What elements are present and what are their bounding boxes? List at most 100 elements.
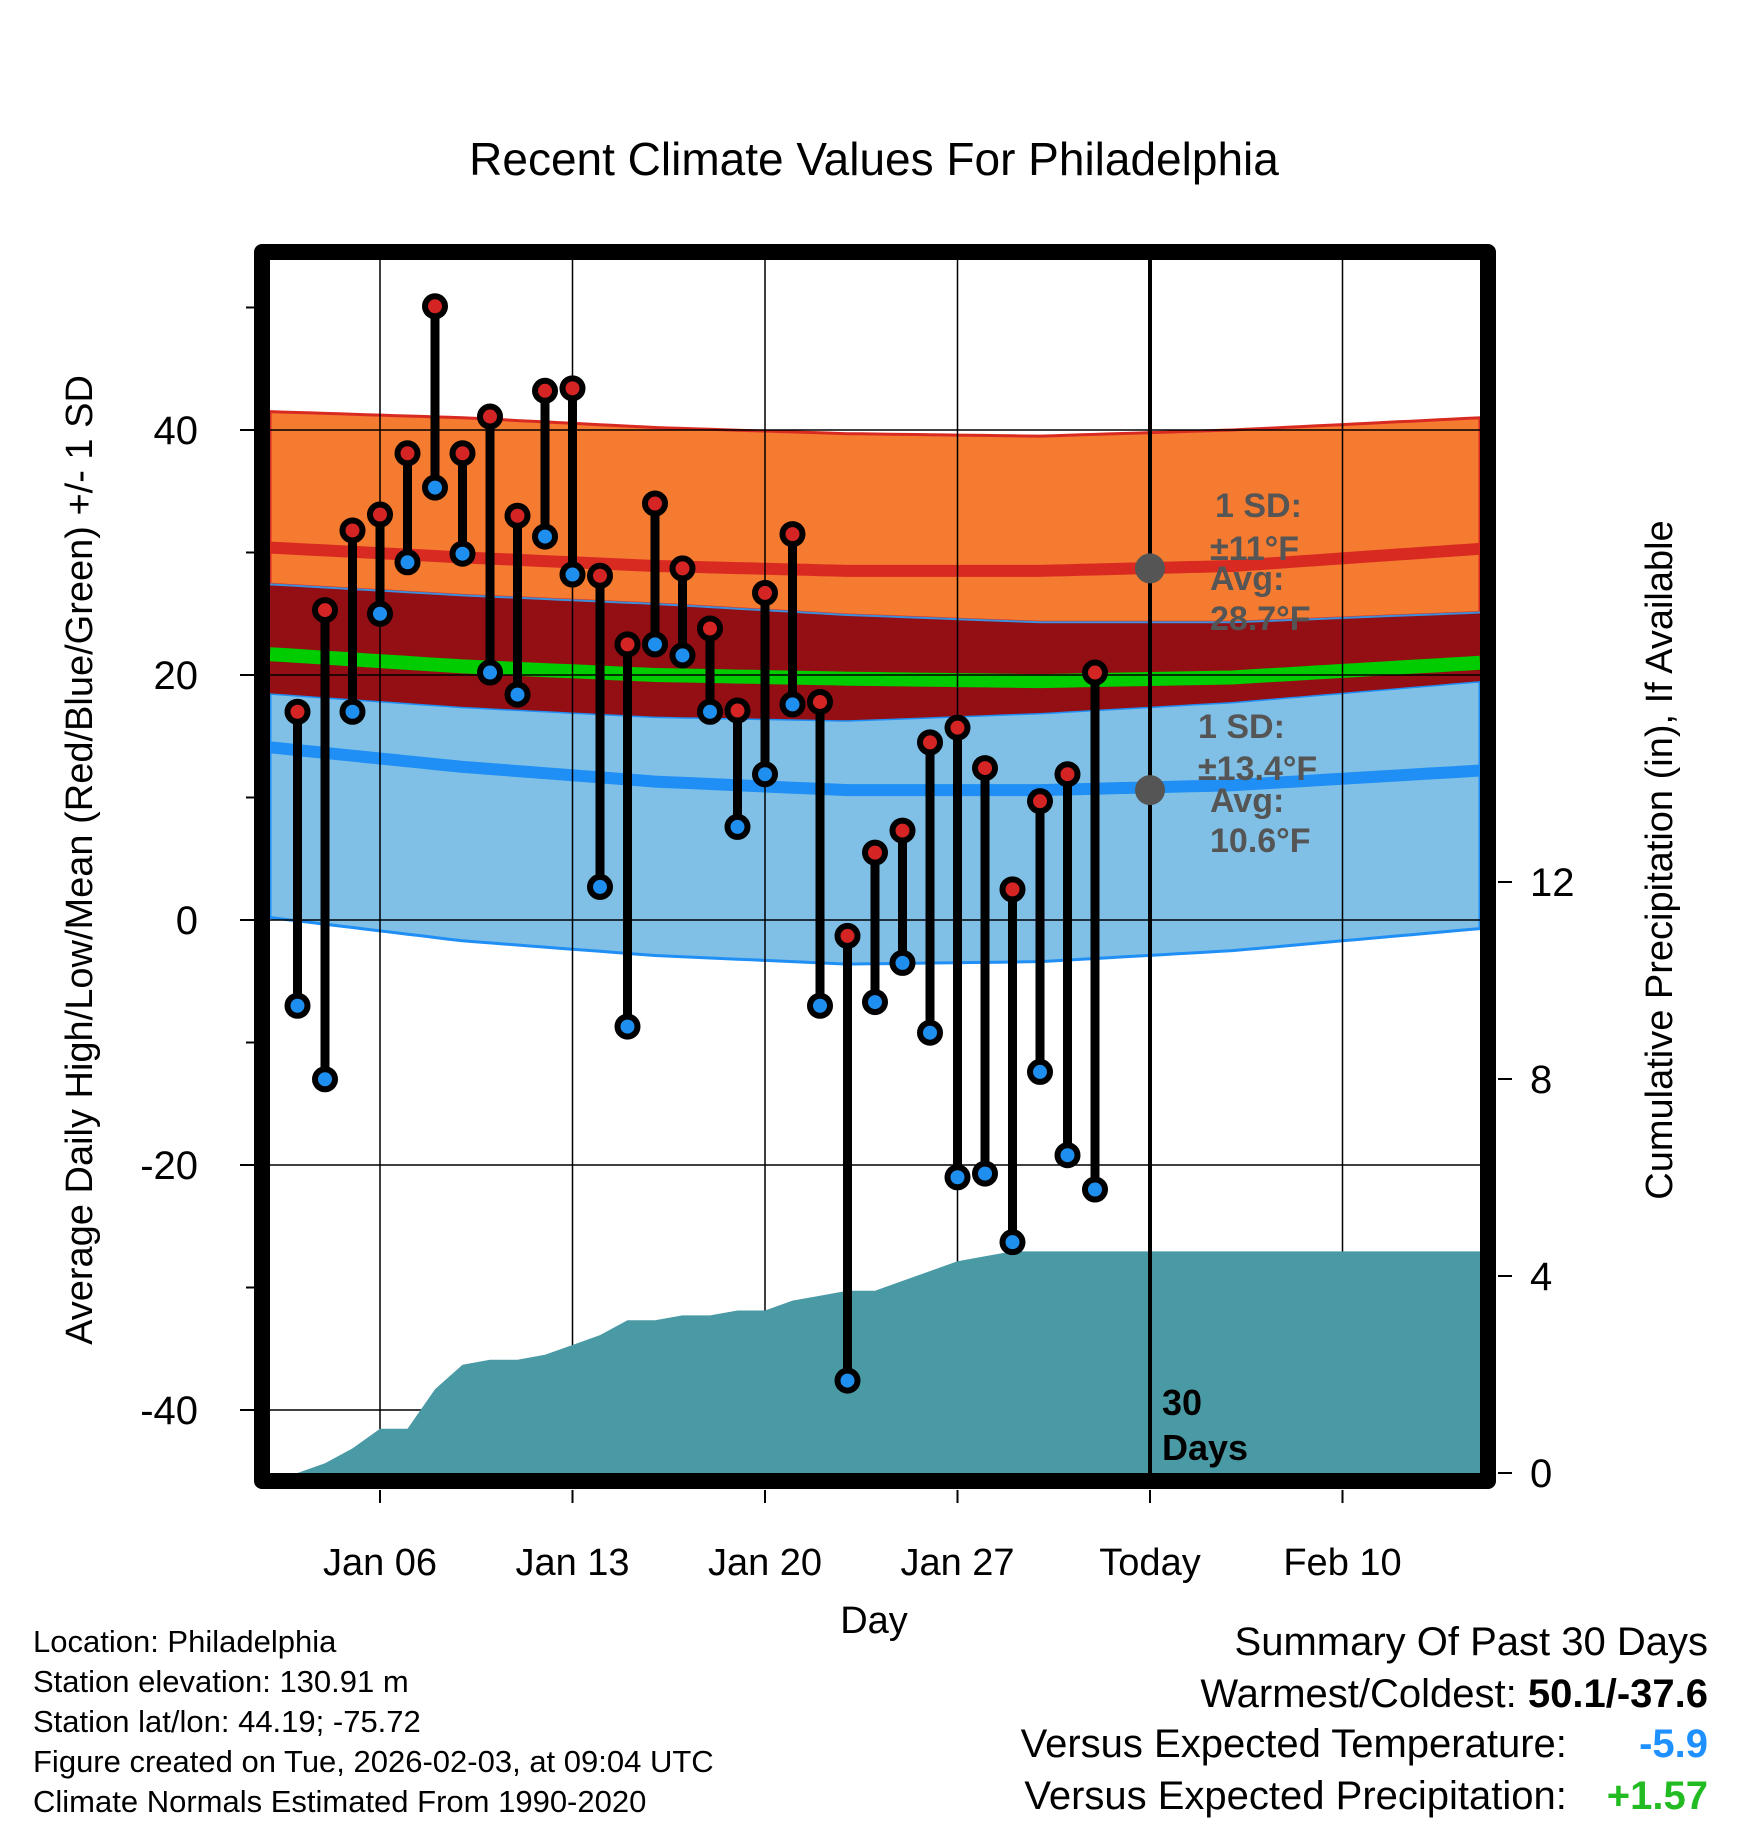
right-tick-label: 8 <box>1530 1058 1552 1102</box>
high-marker <box>972 755 998 782</box>
low-marker <box>312 1066 338 1093</box>
low-marker <box>862 989 888 1016</box>
left-tick-label: 40 <box>154 409 199 453</box>
high-marker <box>504 502 531 529</box>
high-marker <box>312 597 338 624</box>
high-marker <box>724 697 751 724</box>
daily-range-stems <box>293 306 1100 1381</box>
high-marker <box>862 839 888 866</box>
low-marker <box>339 698 366 725</box>
low-marker <box>614 1013 641 1040</box>
right-tick-label: 4 <box>1530 1255 1552 1299</box>
summary-warm-cold: Warmest/Coldest: 50.1/-37.6 <box>1200 1672 1708 1717</box>
high-marker <box>532 377 558 404</box>
high-marker <box>614 631 641 658</box>
high-marker <box>669 555 696 582</box>
plot-frame <box>254 244 1496 1489</box>
low-marker <box>917 1019 943 1046</box>
summary-precip: Versus Expected Precipitation: +1.57 <box>1024 1774 1708 1819</box>
low-marker <box>972 1160 998 1187</box>
high-marker <box>917 729 943 756</box>
high-marker <box>422 293 448 320</box>
x-tick-label: Jan 20 <box>708 1542 822 1584</box>
high-marker <box>1082 659 1108 686</box>
high-avg-dot <box>1135 553 1165 584</box>
temp-label: Versus Expected Temperature: <box>1020 1722 1567 1766</box>
warm-cold-label: Warmest/Coldest: <box>1200 1672 1517 1716</box>
low-marker <box>477 659 503 686</box>
low-marker <box>587 873 613 900</box>
x-tick-label: Jan 13 <box>515 1542 629 1584</box>
low-marker <box>807 992 833 1019</box>
low-avg-value: 10.6°F <box>1210 822 1311 860</box>
low-marker <box>559 561 586 588</box>
low-sd-value: ±13.4°F <box>1198 750 1317 788</box>
low-marker <box>944 1164 971 1191</box>
low-sd-label: 1 SD: <box>1198 708 1285 746</box>
high-marker <box>807 688 833 715</box>
chart-title: Recent Climate Values For Philadelphia <box>469 133 1279 185</box>
high-sd-lower-edge <box>269 583 1481 624</box>
summary-temp: Versus Expected Temperature: -5.9 <box>1021 1722 1708 1767</box>
low-marker <box>669 642 696 669</box>
low-marker <box>449 540 476 567</box>
avg-low-line <box>269 741 1481 797</box>
high-marker <box>834 922 861 949</box>
low-marker <box>642 631 668 658</box>
elevation-text: Station elevation: 130.91 m <box>33 1664 409 1699</box>
low-marker <box>1082 1176 1108 1203</box>
low-marker <box>724 813 751 840</box>
today-label-line2: Days <box>1162 1427 1248 1468</box>
high-marker <box>559 375 586 402</box>
high-marker <box>587 562 613 589</box>
daily-markers <box>284 293 1108 1394</box>
y-axis-left-label: Average Daily High/Low/Mean (Red/Blue/Gr… <box>59 375 101 1345</box>
low-marker <box>752 761 778 788</box>
high-marker <box>697 615 723 642</box>
low-marker <box>284 992 311 1019</box>
high-marker <box>339 517 366 544</box>
low-marker <box>367 600 393 627</box>
high-sd-value: ±11°F <box>1210 530 1299 568</box>
low-marker <box>889 949 916 976</box>
summary-title: Summary Of Past 30 Days <box>1234 1620 1708 1664</box>
low-marker <box>504 681 531 708</box>
x-axis-label: Day <box>840 1600 908 1642</box>
low-marker <box>422 474 448 501</box>
high-marker <box>642 490 668 517</box>
low-marker <box>999 1229 1026 1256</box>
left-tick-label: -40 <box>140 1389 198 1433</box>
today-label-line1: 30 <box>1162 1382 1202 1423</box>
high-marker <box>999 876 1026 903</box>
high-marker <box>752 579 778 606</box>
high-marker <box>944 714 971 741</box>
left-tick-label: 0 <box>176 899 198 943</box>
high-marker <box>449 440 476 467</box>
precip-label: Versus Expected Precipitation: <box>1024 1774 1567 1818</box>
created-text: Figure created on Tue, 2026-02-03, at 09… <box>33 1744 714 1779</box>
temp-value: -5.9 <box>1639 1722 1708 1766</box>
low-marker <box>1027 1058 1053 1085</box>
warm-cold-value: 50.1/-37.6 <box>1527 1672 1708 1716</box>
left-tick-label: 20 <box>154 654 199 698</box>
high-marker <box>394 440 421 467</box>
low-marker <box>394 549 421 576</box>
low-marker <box>779 691 806 718</box>
high-marker <box>779 521 806 548</box>
location-text: Location: Philadelphia <box>33 1624 337 1659</box>
high-sd-label: 1 SD: <box>1215 487 1302 525</box>
x-tick-label: Feb 10 <box>1283 1542 1401 1584</box>
right-tick-label: 0 <box>1530 1452 1552 1496</box>
high-marker <box>284 698 311 725</box>
low-marker <box>1054 1142 1081 1169</box>
high-avg-value: 28.7°F <box>1210 600 1311 638</box>
cumulative-precip-area <box>270 1251 1480 1473</box>
low-marker <box>697 698 723 725</box>
low-marker <box>532 523 558 550</box>
low-marker <box>834 1367 861 1394</box>
high-marker <box>477 403 503 430</box>
station-info: Location: Philadelphia Station elevation… <box>33 1622 714 1822</box>
